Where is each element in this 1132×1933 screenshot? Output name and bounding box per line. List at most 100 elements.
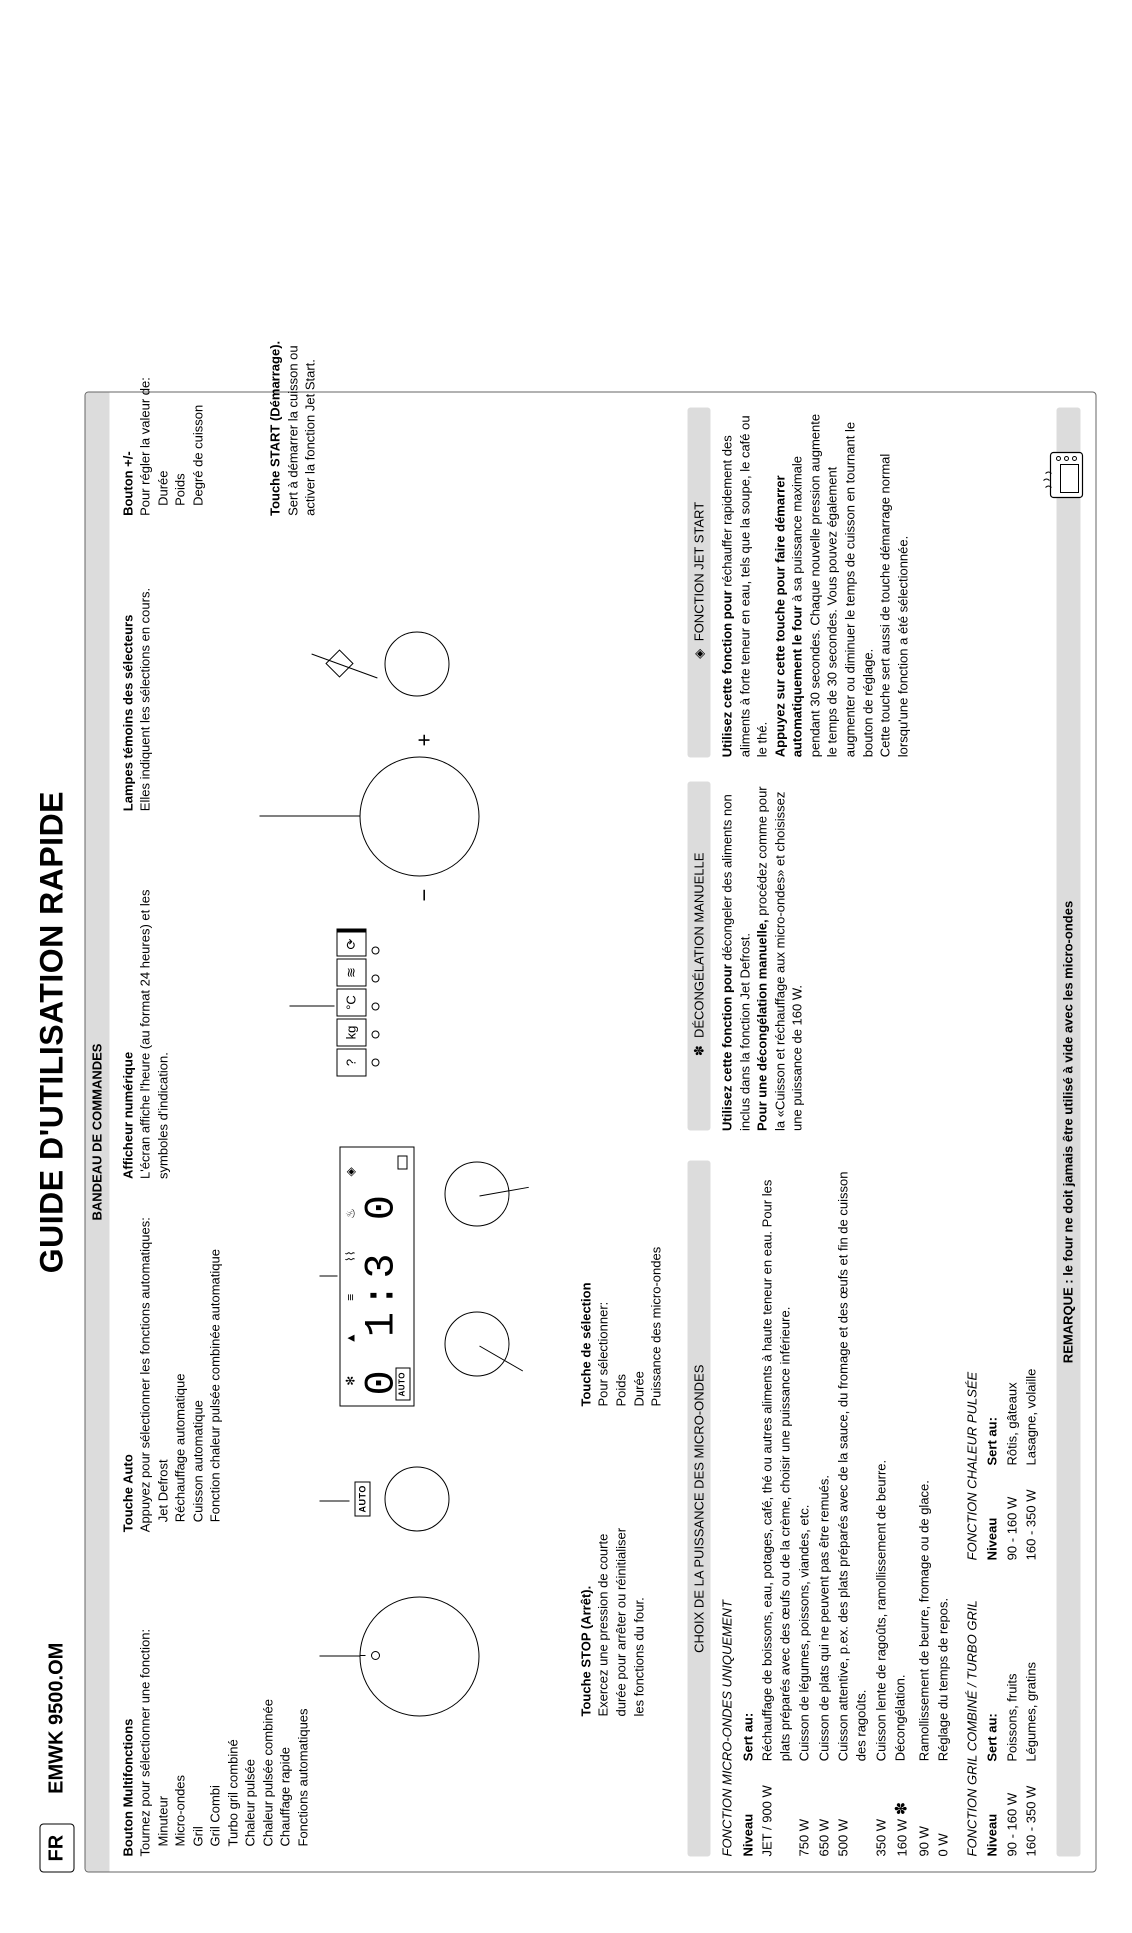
leader-line bbox=[319, 1276, 337, 1277]
col-plusminus: Bouton +/- Pour régler la valeur de: Dur… bbox=[119, 328, 319, 516]
list-item: Durée bbox=[154, 328, 172, 506]
lang-badge: FR bbox=[40, 1824, 75, 1873]
heading: Touche de sélection bbox=[577, 1217, 595, 1407]
table-row: 90 - 160 WPoissons, fruits bbox=[1002, 1656, 1022, 1857]
cell-use: Poissons, fruits bbox=[1002, 1656, 1022, 1762]
diamond-icon: ◈ bbox=[342, 1167, 358, 1176]
text: Elles indiquent les sélections en cours. bbox=[137, 536, 155, 811]
header: FR EMWK 9500.OM GUIDE D'UTILISATION RAPI… bbox=[31, 392, 75, 1873]
table-row: 90 WRamollissement de beurre, fromage ou… bbox=[914, 1161, 934, 1857]
adjust-list: Durée Poids Degré de cuisson bbox=[154, 328, 207, 516]
jetstart-section: ◈ FONCTION JET START Utilisez cette fonc… bbox=[675, 407, 1041, 757]
list-item: Chaleur pulsée combinée bbox=[259, 1552, 277, 1846]
start-text: Sert à démarrer la cuisson ou activer la… bbox=[284, 328, 319, 516]
indicator-box: ≋ bbox=[336, 959, 366, 987]
pulsed-table: NiveauSert au: 90 - 160 WRôtis, gâteaux … bbox=[983, 1363, 1042, 1561]
lcd-digits: 0 1:3 0 bbox=[361, 1148, 403, 1406]
led-icon bbox=[371, 1059, 379, 1067]
table-row: 500 WCuisson attentive, p.ex. des plats … bbox=[834, 1161, 871, 1857]
table-row: 160 - 350 WLasagne, volaille bbox=[1022, 1363, 1042, 1561]
auto-button-label: AUTO bbox=[354, 1481, 370, 1516]
table-header-row: NiveauSert au: bbox=[983, 1656, 1003, 1857]
subtext: Pour sélectionner: bbox=[595, 1217, 613, 1407]
led-icon bbox=[371, 947, 379, 955]
text: Exercez une pression de courte durée pou… bbox=[595, 1527, 648, 1717]
list-item: Turbo gril combiné bbox=[224, 1552, 242, 1846]
heading: Touche Auto bbox=[119, 1199, 137, 1532]
table-row: 90 - 160 WRôtis, gâteaux bbox=[1002, 1363, 1022, 1561]
func-mo-only: FONCTION MICRO-ONDES UNIQUEMENT bbox=[719, 1161, 737, 1857]
table-row: 0 WRéglage du temps de repos. bbox=[934, 1161, 954, 1857]
leader-line bbox=[289, 1006, 334, 1007]
table-row: 160 W ✽Décongélation. bbox=[891, 1161, 915, 1857]
list-item: Jet Defrost bbox=[154, 1199, 172, 1522]
cell-level: 750 W bbox=[795, 1761, 815, 1856]
list-item: Chauffage rapide bbox=[277, 1552, 295, 1846]
table-row: 650 WCuisson de plats qui ne peuvent pas… bbox=[814, 1161, 834, 1857]
table-header-row: NiveauSert au: bbox=[983, 1363, 1003, 1561]
table-row: JET / 900 WRéchauffage de boissons, eau,… bbox=[758, 1161, 795, 1857]
auto-button-dial bbox=[384, 1467, 449, 1532]
plus-icon: + bbox=[409, 734, 439, 747]
led-icon bbox=[371, 975, 379, 983]
cell-use: Réchauffage de boissons, eau, potages, c… bbox=[758, 1161, 795, 1761]
lcd-display: ✻ ▲ ≡ ⌇⌇ ♨ ◈ 0 1:3 0 AUTO bbox=[339, 1147, 414, 1407]
leader-line bbox=[319, 1501, 349, 1502]
cell-use: Décongélation. bbox=[891, 1161, 915, 1761]
func-grill: FONCTION GRIL COMBINÉ / TURBO GRIL Nivea… bbox=[963, 1600, 1041, 1856]
list-item: Minuteur bbox=[154, 1552, 172, 1846]
cell-level: 90 - 160 W bbox=[1002, 1465, 1022, 1560]
col-auto: Touche Auto Appuyez pour sélectionner le… bbox=[119, 1199, 319, 1532]
list-item: Poids bbox=[172, 328, 190, 506]
bold-lead: Utilisez cette fonction pour bbox=[720, 964, 735, 1131]
list-item: Chaleur pulsée bbox=[242, 1552, 260, 1846]
grill-icon: ≡ bbox=[342, 1294, 358, 1301]
indicator-strip: ? kg °C ≋ ⟳ bbox=[336, 929, 366, 1077]
list-item: Réchauffage automatique bbox=[172, 1199, 190, 1522]
plus-minus-dial bbox=[359, 757, 479, 877]
select-caption: Touche de sélection Pour sélectionner: P… bbox=[577, 1217, 665, 1407]
leader-line bbox=[259, 816, 359, 817]
remark-bar: REMARQUE : le four ne doit jamais être u… bbox=[1057, 408, 1081, 1857]
remark-text: REMARQUE : le four ne doit jamais être u… bbox=[1061, 901, 1076, 1363]
cell-use: Cuisson attentive, p.ex. des plats prépa… bbox=[834, 1161, 871, 1761]
col-sert: Sert au: bbox=[983, 1656, 1003, 1762]
snowflake-icon: ✽ bbox=[894, 1802, 911, 1815]
cell-use: Cuisson de légumes, poissons, viandes, e… bbox=[795, 1161, 815, 1761]
oven-icon bbox=[1041, 448, 1086, 503]
cell-use: Réglage du temps de repos. bbox=[934, 1161, 954, 1761]
table-row: 350 WCuisson lente de ragoûts, ramolliss… bbox=[871, 1161, 891, 1857]
weight-icon: kg bbox=[343, 1026, 361, 1040]
subtext: Tournez pour sélectionner une fonction: bbox=[137, 1552, 155, 1856]
jet-p2: Appuyez sur cette touche pour faire déma… bbox=[771, 407, 876, 757]
fan-icon: ⌇⌇ bbox=[342, 1250, 358, 1262]
minus-icon: − bbox=[409, 889, 439, 902]
col-niveau: Niveau bbox=[738, 1761, 758, 1856]
dial-marker-icon bbox=[360, 1596, 480, 1716]
col-multifunction: Bouton Multifonctions Tournez pour sélec… bbox=[119, 1552, 319, 1856]
cell-level: 160 - 350 W bbox=[1022, 1465, 1042, 1560]
heading: Touche STOP (Arrêt). bbox=[577, 1527, 595, 1717]
stop-dial bbox=[444, 1312, 509, 1377]
select-dial bbox=[444, 1162, 509, 1227]
list-item: Durée bbox=[630, 1217, 648, 1407]
bold-lead: Utilisez cette fonction pour bbox=[720, 590, 735, 757]
door-icon bbox=[397, 1156, 407, 1170]
stop-caption: Touche STOP (Arrêt). Exercez une pressio… bbox=[577, 1527, 665, 1717]
list-item: Gril Combi bbox=[207, 1552, 225, 1846]
multifunction-dial bbox=[359, 1597, 479, 1717]
list-item: Cuisson automatique bbox=[189, 1199, 207, 1522]
top-columns: Bouton Multifonctions Tournez pour sélec… bbox=[119, 408, 319, 1857]
table-header-row: Niveau Sert au: bbox=[738, 1161, 758, 1857]
temp-icon: °C bbox=[343, 995, 361, 1010]
cell-use: Cuisson lente de ragoûts, ramollissement… bbox=[871, 1161, 891, 1761]
defrost-section: ✽ DÉCONGÉLATION MANUELLE Utilisez cette … bbox=[675, 781, 1041, 1131]
cell-use: Légumes, gratins bbox=[1022, 1656, 1042, 1762]
cell-level: 90 - 160 W bbox=[1002, 1762, 1022, 1857]
func-pulsed-title: FONCTION CHALEUR PULSÉE bbox=[963, 1363, 981, 1561]
jet-p3: Cette touche sert aussi de touche démarr… bbox=[877, 407, 912, 757]
col-sert: Sert au: bbox=[738, 1161, 758, 1761]
col-niveau: Niveau bbox=[983, 1465, 1003, 1560]
subtext: Appuyez pour sélectionner les fonctions … bbox=[137, 1199, 155, 1532]
bandeau-heading: BANDEAU DE COMMANDES bbox=[86, 393, 110, 1872]
